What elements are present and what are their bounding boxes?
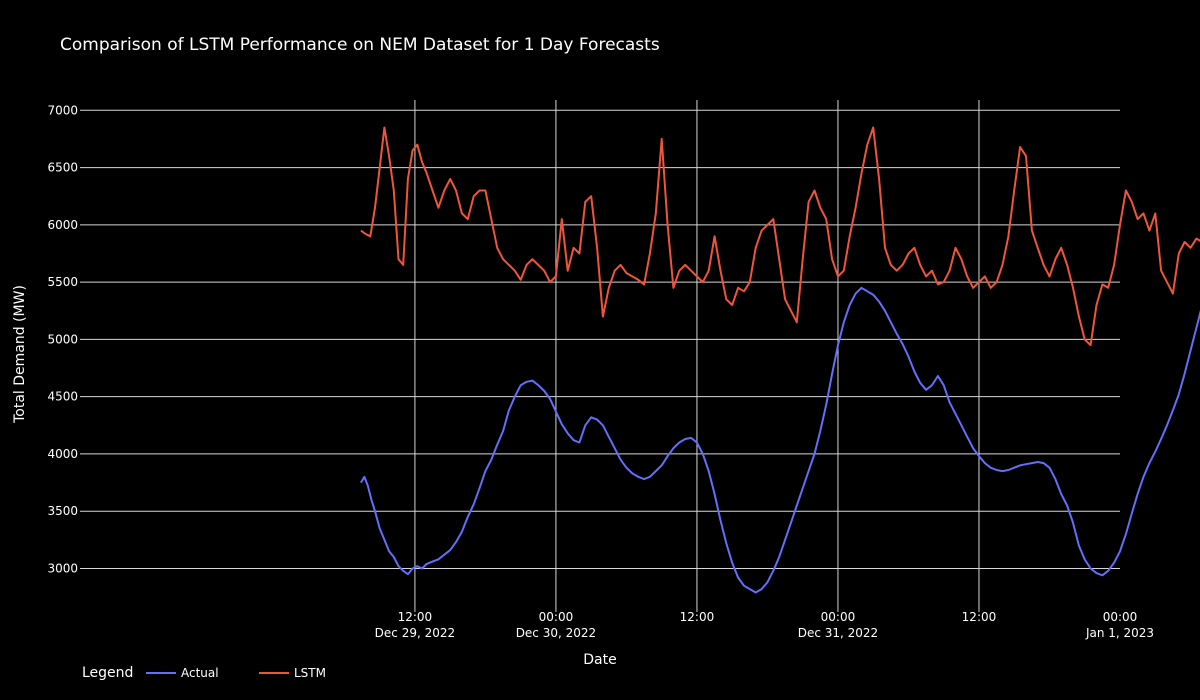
y-tick-label: 6500	[47, 161, 78, 175]
x-tick-date-label: Dec 31, 2022	[798, 626, 878, 640]
x-axis-title: Date	[583, 652, 616, 668]
y-gridlines	[80, 109, 1120, 569]
series-lines	[360, 126, 1200, 594]
y-tick-label: 5500	[47, 275, 78, 289]
y-tick-label: 3000	[47, 561, 78, 575]
x-tick-label: 00:00	[821, 610, 856, 624]
y-tick-labels: 3000 3500 4000 4500 5000 5500 6000 6500 7000	[47, 103, 78, 575]
series-line-lstm	[360, 126, 1200, 347]
series-line-actual	[360, 286, 1200, 594]
y-tick-label: 6000	[47, 218, 78, 232]
legend-item-lstm[interactable]: LSTM	[294, 666, 326, 680]
y-tick-label: 3500	[47, 504, 78, 518]
x-tick-label: 00:00	[539, 610, 574, 624]
legend-item-actual[interactable]: Actual	[181, 666, 219, 680]
y-tick-label: 7000	[47, 103, 78, 117]
x-tick-label: 12:00	[962, 610, 997, 624]
legend-title: Legend	[82, 665, 133, 681]
x-tick-labels: 12:00 Dec 29, 2022 00:00 Dec 30, 2022 12:00 0…	[375, 610, 1154, 640]
legend: Legend Actual LSTM	[82, 665, 326, 681]
x-tick-label: 12:00	[398, 610, 433, 624]
y-tick-label: 5000	[47, 332, 78, 346]
x-tick-label: 12:00	[680, 610, 715, 624]
y-tick-label: 4000	[47, 447, 78, 461]
x-tick-date-label: Dec 29, 2022	[375, 626, 455, 640]
x-gridlines	[414, 100, 980, 612]
y-axis-title: Total Demand (MW)	[12, 285, 28, 424]
x-tick-date-label: Jan 1, 2023	[1085, 626, 1154, 640]
chart-title: Comparison of LSTM Performance on NEM Da…	[60, 35, 660, 55]
x-tick-date-label: Dec 30, 2022	[516, 626, 596, 640]
x-tick-label: 00:00	[1103, 610, 1138, 624]
y-tick-label: 4500	[47, 390, 78, 404]
